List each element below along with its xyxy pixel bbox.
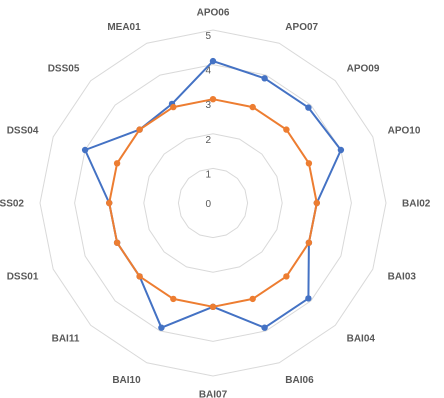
category-label-bai10: BAI10 <box>112 375 141 386</box>
grid-ring-4 <box>74 64 352 342</box>
series-2-point-bai04 <box>283 273 290 280</box>
series-2-point-apo06 <box>209 96 217 103</box>
series-1-point-bai10 <box>158 324 165 331</box>
series-1-point-dss04 <box>81 146 89 154</box>
series-layer <box>81 57 345 331</box>
category-label-bai06: BAI06 <box>285 375 314 386</box>
category-label-bai03: BAI03 <box>388 272 417 283</box>
tick-label-4: 4 <box>205 66 211 77</box>
category-label-bai02: BAI02 <box>402 199 431 210</box>
category-label-dss05: DSS05 <box>48 63 80 74</box>
category-label-bai07: BAI07 <box>199 390 228 398</box>
category-label-dss01: DSS01 <box>7 272 39 283</box>
tick-label-3: 3 <box>205 100 211 111</box>
tick-label-2: 2 <box>205 135 211 146</box>
series-1-point-apo07 <box>261 75 268 82</box>
grid-ring-1 <box>177 167 249 239</box>
series-2-point-dss04 <box>113 160 121 167</box>
tick-label-5: 5 <box>205 31 211 42</box>
series-1-point-apo06 <box>209 57 217 65</box>
category-label-dss02: DSS02 <box>0 199 24 210</box>
tick-label-1: 1 <box>205 169 211 180</box>
series-2-point-bai03 <box>305 239 313 246</box>
series-2-point-bai11 <box>136 273 143 280</box>
category-label-bai11: BAI11 <box>52 334 80 345</box>
radial-tick-labels: 0 1 2 3 4 5 <box>205 31 211 210</box>
series-1-point-bai06 <box>261 324 268 331</box>
series-2-point-apo09 <box>283 126 290 133</box>
series-2-point-mea01 <box>170 103 177 111</box>
grid-ring-5 <box>39 29 387 377</box>
category-label-apo07: APO07 <box>285 22 318 33</box>
category-labels: APO06 APO07 APO09 APO10 BAI02 BAI03 BAI04 BAI06… <box>0 8 431 398</box>
series-2-point-bai06 <box>249 295 256 303</box>
category-label-apo10: APO10 <box>388 125 421 136</box>
tick-label-0: 0 <box>205 199 211 210</box>
series-2-point-bai10 <box>170 295 177 303</box>
series-1-point-apo09 <box>305 104 312 111</box>
series-2-point-apo07 <box>249 103 256 111</box>
series-2 <box>106 96 320 310</box>
radar-grid <box>39 29 387 377</box>
series-1-point-bai04 <box>305 295 312 302</box>
category-label-dss04: DSS04 <box>7 125 39 136</box>
series-2-point-bai02 <box>313 199 320 207</box>
series-2-point-dss02 <box>106 199 113 207</box>
category-label-bai04: BAI04 <box>347 334 376 345</box>
category-label-mea01: MEA01 <box>107 22 141 33</box>
category-label-apo09: APO09 <box>347 63 380 74</box>
category-label-apo06: APO06 <box>197 8 230 19</box>
series-1-point-apo10 <box>337 146 345 154</box>
series-2-point-bai07 <box>209 303 217 310</box>
series-2-point-apo10 <box>305 160 313 167</box>
grid-ring-2 <box>143 133 283 273</box>
series-2-point-dss01 <box>113 239 121 246</box>
series-2-point-dss05 <box>136 126 143 133</box>
